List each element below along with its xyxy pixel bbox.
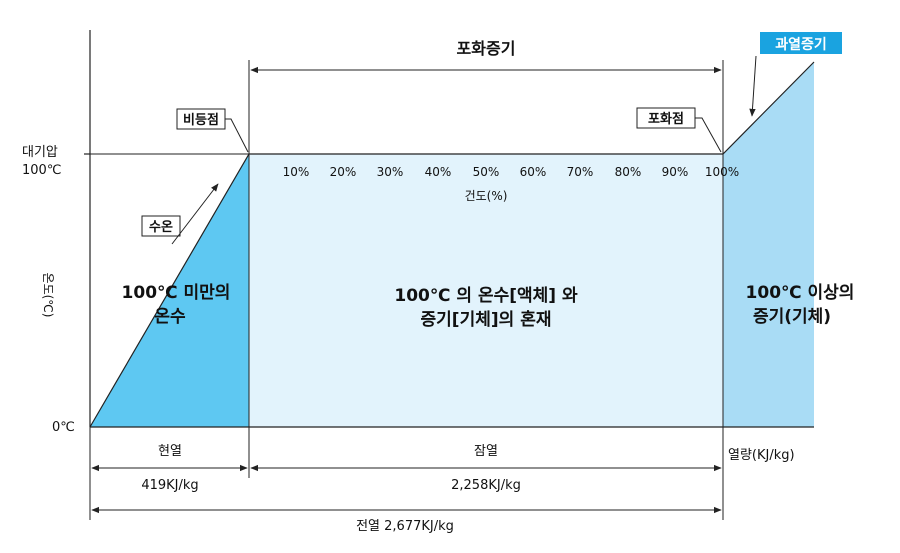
dryness-tick: 10% bbox=[283, 165, 310, 179]
water-temp-arrow bbox=[171, 183, 219, 245]
boiling-point-label: 비등점 bbox=[183, 113, 219, 128]
dryness-tick: 60% bbox=[520, 165, 547, 179]
y-axis-label: 온도(℃) bbox=[41, 273, 55, 318]
dryness-tick: 40% bbox=[425, 165, 452, 179]
dryness-tick: 90% bbox=[662, 165, 689, 179]
dryness-tick: 100% bbox=[705, 165, 739, 179]
heat-unit-label: 열량(KJ/kg) bbox=[728, 448, 795, 463]
superheated-text-line2: 증기(기체) bbox=[753, 307, 831, 327]
superheated-pointer bbox=[749, 55, 757, 117]
wet-steam-region bbox=[249, 154, 723, 427]
sensible-heat-label: 현열 bbox=[158, 444, 182, 459]
dryness-tick: 70% bbox=[567, 165, 594, 179]
dryness-label: 건도(%) bbox=[465, 189, 508, 203]
heating-curve bbox=[89, 61, 815, 428]
subcooled-text-line1: 100℃ 미만의 bbox=[122, 283, 231, 303]
diagram-title: 포화증기 bbox=[457, 39, 516, 58]
dryness-tick: 50% bbox=[473, 165, 500, 179]
dryness-tick: 30% bbox=[377, 165, 404, 179]
boiling-point-leader bbox=[225, 118, 249, 153]
dryness-tick: 20% bbox=[330, 165, 357, 179]
tick-0-label: 0℃ bbox=[52, 420, 75, 435]
saturation-point-label: 포화점 bbox=[648, 111, 684, 127]
superheated-badge: 과열증기 bbox=[775, 36, 827, 53]
wet-steam-text-line2: 증기[기체]의 혼재 bbox=[421, 309, 552, 330]
saturation-point-leader bbox=[695, 117, 722, 153]
water-temp-label: 수온 bbox=[149, 220, 173, 235]
superheated-steam-region bbox=[723, 62, 814, 427]
latent-heat-value: 2,258KJ/kg bbox=[451, 478, 521, 493]
tick-100-label: 100℃ bbox=[22, 163, 61, 178]
water-temp-box bbox=[141, 215, 181, 237]
latent-heat-label: 잠열 bbox=[474, 444, 498, 459]
total-heat-label: 전열 2,677KJ/kg bbox=[356, 519, 454, 534]
sensible-heat-value: 419KJ/kg bbox=[141, 478, 198, 493]
tick-atm-label: 대기압 bbox=[22, 145, 58, 160]
subcooled-text-line2: 온수 bbox=[154, 307, 186, 327]
wet-steam-text-line1: 100℃ 의 온수[액체] 와 bbox=[394, 286, 578, 306]
superheated-text-line1: 100℃ 이상의 bbox=[746, 283, 855, 303]
superheated-badge-bg bbox=[760, 32, 842, 54]
dryness-tick: 80% bbox=[615, 165, 642, 179]
